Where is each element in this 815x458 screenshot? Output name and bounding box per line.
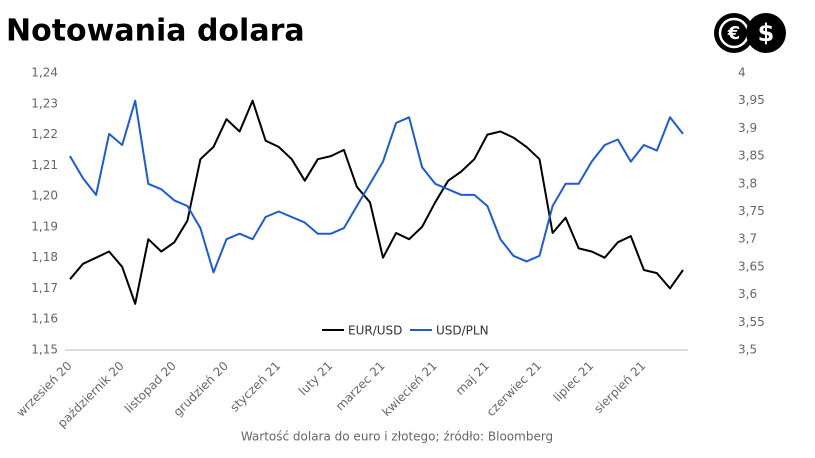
logo-euro: €: [727, 23, 741, 44]
x-tick-label: listopad 20: [122, 359, 179, 416]
x-tick-label: grudzień 20: [171, 359, 231, 419]
y2-tick-label: 3,9: [738, 121, 757, 135]
legend-label: USD/PLN: [436, 324, 489, 338]
y-tick-label: 1,21: [31, 158, 58, 172]
chart-title: Notowania dolara: [6, 14, 305, 49]
y2-tick-label: 3,6: [738, 287, 757, 301]
y2-tick-label: 3,7: [738, 232, 757, 246]
x-tick-label: marzec 21: [333, 359, 388, 414]
logo-dollar: $: [758, 19, 775, 47]
y-tick-label: 1,15: [31, 343, 58, 357]
y2-tick-label: 3,85: [738, 149, 765, 163]
x-tick-label: sierpień 21: [591, 359, 648, 416]
line-series: [69, 99, 684, 305]
y2-tick-label: 3,75: [738, 204, 765, 218]
x-tick-label: lipiec 21: [551, 359, 597, 405]
line-series: [69, 99, 684, 274]
legend-label: EUR/USD: [348, 324, 402, 338]
y2-tick-label: 3,95: [738, 93, 765, 107]
y-tick-label: 1,18: [31, 250, 58, 264]
x-tick-label: kwiecień 21: [379, 359, 439, 419]
x-tick-label: czerwiec 21: [484, 359, 544, 419]
x-tick-label: maj 21: [453, 359, 492, 398]
y2-tick-label: 4: [738, 66, 746, 80]
y2-tick-label: 3,65: [738, 259, 765, 273]
y-tick-label: 1,23: [31, 96, 58, 110]
caption: Wartość dolara do euro i złotego; źródło…: [241, 430, 553, 444]
y-tick-label: 1,16: [31, 312, 58, 326]
logo-circle: [746, 13, 786, 53]
y-tick-label: 1,19: [31, 219, 58, 233]
y-tick-label: 1,24: [31, 66, 58, 80]
y-tick-label: 1,20: [31, 189, 58, 203]
y2-tick-label: 3,8: [738, 176, 757, 190]
y2-tick-label: 3,55: [738, 315, 765, 329]
y-tick-label: 1,22: [31, 127, 58, 141]
x-tick-label: styczeń 21: [227, 359, 283, 415]
y2-tick-label: 3,5: [738, 343, 757, 357]
x-tick-label: luty 21: [296, 359, 335, 398]
y-tick-label: 1,17: [31, 281, 58, 295]
logo: € $: [714, 13, 786, 53]
